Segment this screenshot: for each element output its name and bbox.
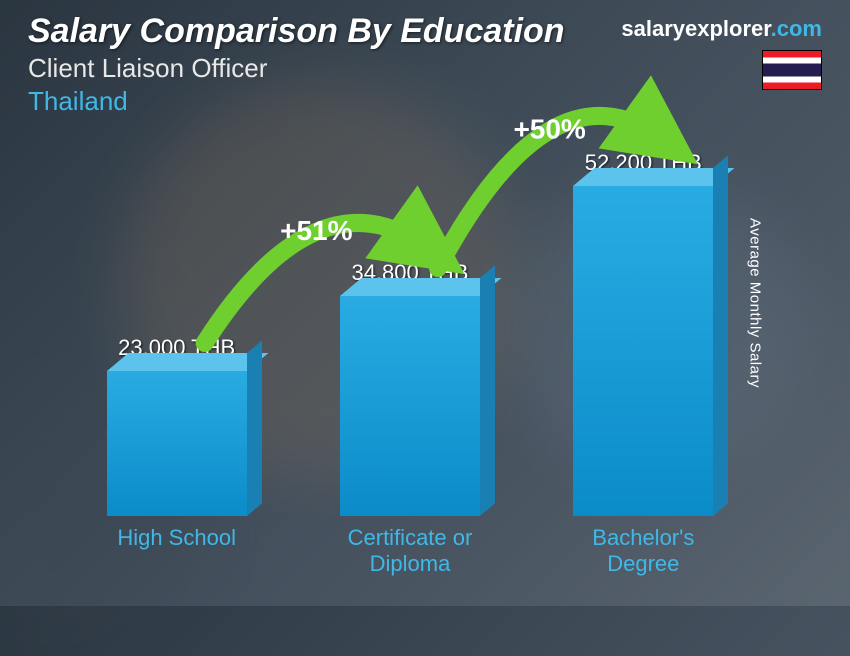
bar-top-face (340, 278, 501, 296)
bars-container: 23,000 THB 34,800 THB 52,200 THB (60, 140, 760, 516)
bar-group: 34,800 THB (310, 260, 510, 516)
bar-3d (107, 371, 247, 516)
bar-label: Bachelor'sDegree (543, 525, 743, 576)
bar-side-face (480, 265, 495, 516)
bar-label: High School (77, 525, 277, 576)
brand-suffix: .com (771, 16, 822, 41)
bar-group: 23,000 THB (77, 335, 277, 516)
labels-container: High School Certificate orDiploma Bachelor… (60, 525, 760, 576)
bar-side-face (247, 340, 262, 516)
thailand-flag-icon (762, 50, 822, 90)
bar-front-face (573, 186, 713, 516)
bar-group: 52,200 THB (543, 150, 743, 516)
bar-front-face (340, 296, 480, 516)
brand-main: salaryexplorer (621, 16, 770, 41)
bar-chart: 23,000 THB 34,800 THB 52,200 THB High Sc… (60, 140, 760, 576)
bar-3d (340, 296, 480, 516)
bar-side-face (713, 155, 728, 516)
bar-front-face (107, 371, 247, 516)
bar-label: Certificate orDiploma (310, 525, 510, 576)
bar-3d (573, 186, 713, 516)
bar-top-face (573, 168, 734, 186)
job-subtitle: Client Liaison Officer (28, 53, 822, 84)
brand-logo: salaryexplorer.com (621, 16, 822, 42)
bar-top-face (107, 353, 268, 371)
country-label: Thailand (28, 86, 822, 117)
